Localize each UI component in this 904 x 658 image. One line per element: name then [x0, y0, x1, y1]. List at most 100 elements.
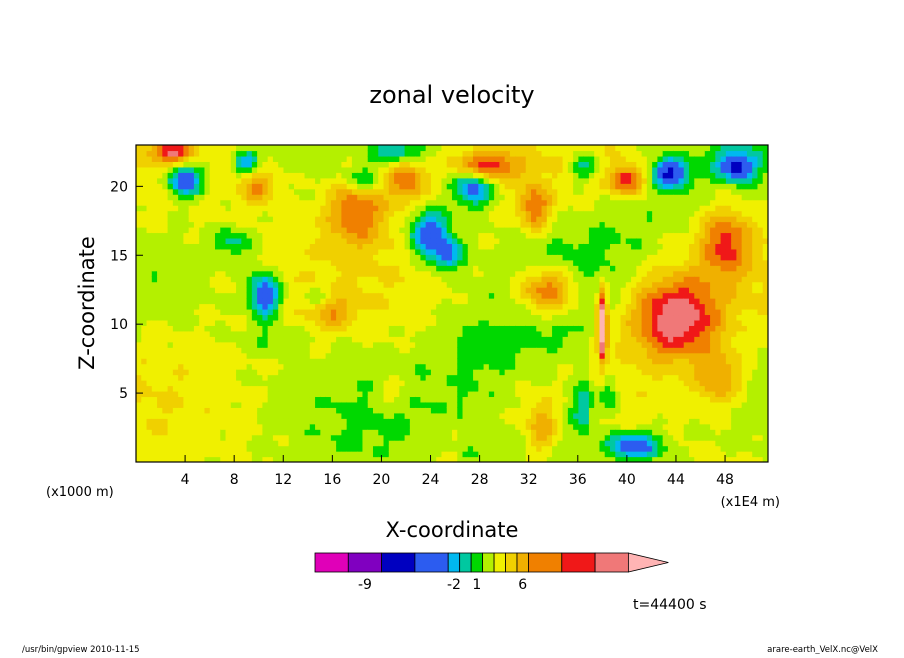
field-cell — [441, 199, 448, 206]
field-cell — [351, 352, 358, 359]
field-cell — [357, 308, 364, 316]
field-cell — [272, 292, 279, 299]
field-cell — [562, 237, 569, 244]
field-cell — [457, 445, 464, 452]
field-cell — [236, 358, 242, 365]
field-cell — [536, 303, 543, 310]
field-cell — [325, 243, 332, 250]
field-cell — [504, 265, 511, 272]
field-cell — [467, 336, 474, 343]
field-cell — [467, 210, 474, 217]
field-cell — [483, 352, 490, 359]
field-cell — [246, 423, 253, 430]
field-cell — [204, 177, 211, 184]
field-cell — [288, 347, 295, 354]
field-cell — [141, 259, 148, 266]
field-cell — [583, 188, 590, 195]
field-cell — [162, 423, 169, 430]
field-cell — [488, 380, 495, 387]
field-cell — [441, 232, 448, 239]
field-cell — [220, 423, 227, 430]
field-cell — [562, 330, 569, 337]
field-cell — [499, 336, 506, 343]
field-cell — [552, 205, 558, 212]
field-cell — [309, 423, 316, 430]
field-cell — [399, 205, 406, 212]
field-cell — [494, 429, 500, 436]
field-cell — [415, 172, 421, 179]
field-cell — [357, 451, 364, 458]
field-cell — [162, 188, 169, 195]
field-cell — [367, 199, 374, 206]
field-cell — [193, 429, 200, 436]
field-cell — [236, 166, 242, 173]
field-cell — [383, 363, 390, 370]
field-cell — [141, 363, 148, 370]
field-cell — [509, 314, 516, 321]
field-cell — [409, 325, 416, 332]
field-cell — [525, 418, 532, 425]
field-cell — [172, 390, 179, 398]
field-cell — [378, 385, 385, 392]
field-cell — [357, 210, 364, 217]
field-cell — [246, 183, 253, 190]
field-cell — [557, 248, 564, 255]
field-cell — [325, 292, 332, 299]
field-cell — [146, 434, 153, 441]
field-cell — [267, 155, 274, 162]
field-cell — [146, 243, 153, 250]
field-cell — [146, 341, 153, 348]
field-cell — [246, 150, 253, 157]
field-cell — [509, 166, 516, 173]
field-cell — [515, 172, 522, 179]
field-cell — [157, 314, 163, 321]
field-cell — [151, 270, 158, 277]
field-cell — [241, 177, 248, 184]
field-cell — [483, 183, 490, 190]
field-cell — [320, 292, 327, 299]
field-cell — [488, 352, 495, 359]
field-cell — [473, 248, 479, 255]
field-cell — [315, 396, 321, 403]
field-cell — [541, 188, 548, 195]
field-cell — [504, 396, 511, 403]
field-cell — [336, 221, 342, 228]
field-cell — [299, 358, 306, 365]
field-cell — [225, 199, 232, 206]
field-cell — [151, 407, 158, 414]
field-cell — [404, 150, 411, 157]
field-cell — [552, 341, 558, 348]
field-cell — [467, 358, 474, 365]
field-cell — [325, 150, 332, 157]
field-cell — [562, 248, 569, 255]
field-cell — [215, 281, 221, 288]
field-cell — [494, 205, 500, 212]
field-cell — [499, 401, 506, 408]
field-cell — [320, 287, 327, 294]
field-cell — [246, 172, 253, 179]
field-cell — [452, 177, 458, 184]
field-cell — [146, 401, 153, 408]
field-cell — [320, 314, 327, 321]
field-cell — [193, 243, 200, 250]
field-cell — [172, 221, 179, 228]
field-cell — [541, 401, 548, 408]
field-cell — [446, 308, 453, 316]
field-cell — [288, 232, 295, 239]
field-cell — [525, 210, 532, 217]
field-cell — [388, 172, 395, 179]
field-cell — [536, 161, 543, 168]
field-cell — [157, 423, 163, 430]
field-cell — [362, 287, 369, 294]
field-cell — [309, 369, 316, 376]
field-cell — [430, 325, 437, 332]
field-cell — [162, 205, 169, 212]
field-cell — [351, 243, 358, 250]
field-cell — [257, 336, 263, 343]
field-cell — [215, 216, 221, 223]
field-cell — [315, 188, 321, 195]
field-cell — [567, 188, 574, 195]
field-cell — [341, 172, 348, 179]
field-cell — [162, 407, 169, 414]
field-cell — [351, 429, 358, 436]
